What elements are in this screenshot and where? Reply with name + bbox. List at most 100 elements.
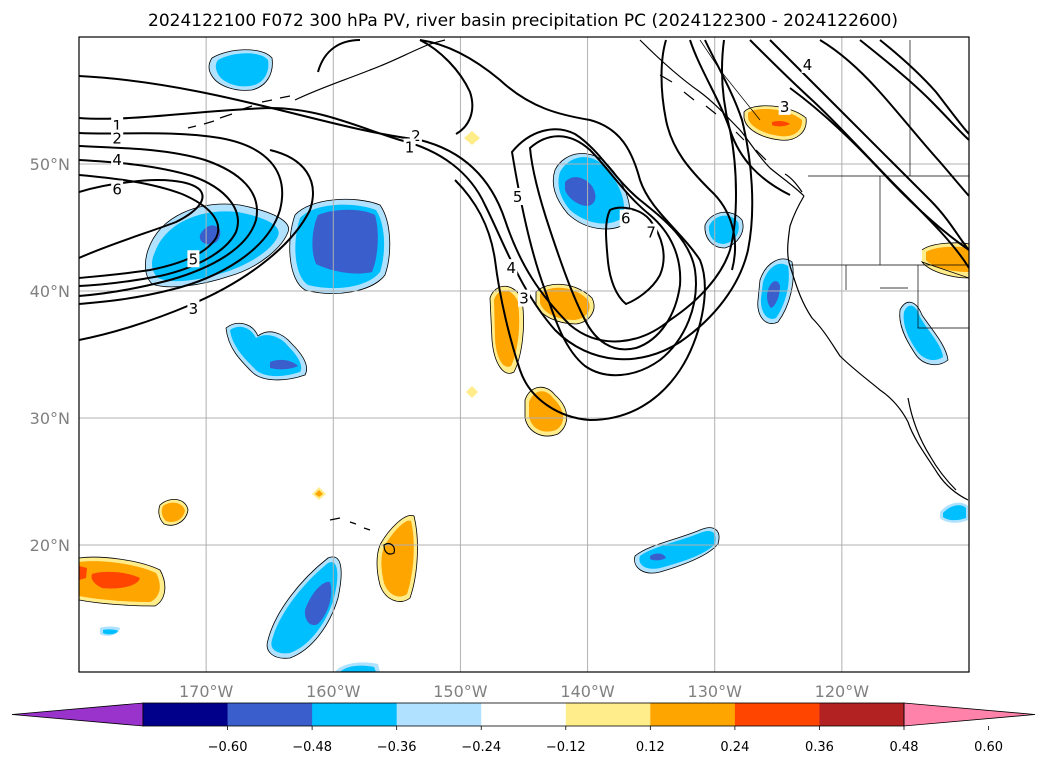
colorbar-tick-label: −0.12 — [546, 740, 586, 755]
colorbar-segment — [312, 703, 398, 726]
pv-contour-label: 1 — [405, 138, 415, 156]
figure-title: 2024122100 F072 300 hPa PV, river basin … — [148, 11, 898, 31]
anomaly-outline — [899, 301, 949, 366]
pv-contour-label: 4 — [112, 151, 122, 169]
pv-contour-label: 1 — [112, 117, 122, 135]
pos-anomaly-region — [161, 502, 185, 522]
pos-anomaly-region — [381, 520, 414, 597]
pv-contour-label: 6 — [621, 210, 631, 228]
pv-contour — [879, 39, 969, 135]
pv-label-bg — [187, 299, 200, 317]
pos-anomaly-region — [91, 571, 140, 589]
lon-tick-label: 170°W — [179, 682, 234, 701]
neg-anomaly-region — [340, 665, 376, 672]
lat-tick-label: 50°N — [30, 155, 70, 174]
neg-anomaly-region — [312, 209, 378, 274]
pv-contour — [79, 174, 220, 279]
anomaly-outline — [79, 556, 166, 607]
pv-contour — [79, 149, 314, 341]
pos-anomaly-region — [464, 131, 480, 145]
colorbar-segment — [396, 703, 482, 726]
colorbar-segment — [734, 703, 820, 726]
anomaly-outline — [524, 386, 568, 437]
vancouver-island — [784, 173, 803, 193]
pos-anomaly-region — [466, 386, 478, 398]
pv-contour-layer — [79, 39, 969, 422]
pv-label-bg — [778, 97, 791, 115]
colorbar-segment — [227, 703, 313, 726]
colorbar-segment — [565, 703, 651, 726]
pv-contour-label: 3 — [780, 98, 790, 116]
pv-contour — [660, 39, 736, 271]
anomaly-outline-layer — [79, 49, 969, 659]
map-frame — [78, 36, 970, 673]
colorbar-tick-label: −0.60 — [208, 740, 248, 755]
pos-anomaly-region — [772, 120, 790, 127]
pv-label-bg — [111, 180, 124, 198]
pv-contour-label: 4 — [803, 56, 813, 74]
colorbar-tick-label: −0.24 — [461, 740, 501, 755]
pv-label-bg — [403, 138, 416, 156]
colorbar-extend-high — [903, 702, 1036, 727]
pv-contour-label: 3 — [189, 300, 199, 318]
anomaly-outline — [376, 515, 418, 602]
anomaly-outline — [266, 556, 342, 659]
alaska-panhandle-coast — [639, 39, 805, 197]
pv-contour — [769, 39, 969, 251]
colorbar-tick-label: −0.48 — [292, 740, 332, 755]
colorbar-extend-low — [11, 702, 144, 727]
pv-label-bg — [505, 259, 518, 277]
colorbar-tick-label: 0.36 — [805, 740, 834, 755]
state-borders — [790, 176, 969, 329]
anomaly-outline — [208, 49, 273, 91]
pv-label-bg — [187, 250, 200, 268]
colorbar-tick-label: 0.60 — [974, 740, 1003, 755]
anomaly-outline — [757, 258, 794, 324]
colorbar-tick-labels: −0.60 −0.48 −0.36 −0.24 −0.12 0.12 0.24 0.36 0.4… — [208, 726, 1003, 755]
anomaly-outline — [634, 527, 720, 574]
lat-tick-label: 20°N — [30, 536, 70, 555]
longitude-labels: 170°W 160°W 150°W 140°W 130°W 120°W — [179, 682, 869, 701]
pv-label-bg — [619, 209, 632, 227]
pv-contour — [419, 39, 706, 422]
pv-contour — [79, 39, 754, 361]
lon-tick-label: 130°W — [688, 682, 743, 701]
anomaly-outline — [158, 499, 189, 526]
pos-anomaly-region — [529, 391, 564, 432]
pv-contour — [79, 159, 239, 287]
pv-label-bg — [511, 188, 524, 206]
alaska-coastline — [294, 39, 446, 101]
colorbar-tick-label: −0.36 — [377, 740, 417, 755]
pv-label-bg — [645, 223, 658, 241]
neg-anomaly-region — [304, 581, 332, 626]
hawaii-big-island — [383, 542, 395, 555]
neg-anomaly-region — [767, 281, 780, 308]
pv-label-bg — [801, 55, 814, 73]
lon-tick-label: 120°W — [815, 682, 870, 701]
colorbar-segment — [819, 703, 905, 726]
pv-contour — [79, 39, 737, 343]
pv-contour-label: 3 — [519, 290, 529, 308]
pv-label-bg — [111, 151, 124, 169]
pv-contour-label: 6 — [112, 180, 122, 198]
colorbar-tick-label: 0.12 — [636, 740, 665, 755]
pv-label-bg — [111, 129, 124, 147]
pv-contour — [79, 145, 258, 297]
aleutian-islands — [187, 95, 291, 129]
baja-california — [907, 397, 957, 491]
neg-anomaly-region — [943, 505, 966, 521]
colorbar-segment — [143, 703, 229, 726]
pv-contour-label: 5 — [513, 188, 523, 206]
us-west-coast — [787, 195, 969, 501]
pv-contour — [721, 39, 791, 196]
pv-contour — [79, 132, 284, 305]
anomaly-outline — [743, 105, 807, 141]
latitude-labels: 20°N 30°N 40°N 50°N — [30, 155, 70, 555]
bc-islands — [659, 74, 767, 161]
colorbar — [11, 702, 1036, 727]
colorbar-frame — [142, 702, 905, 727]
lat-tick-label: 30°N — [30, 409, 70, 428]
pv-contour — [317, 39, 474, 135]
